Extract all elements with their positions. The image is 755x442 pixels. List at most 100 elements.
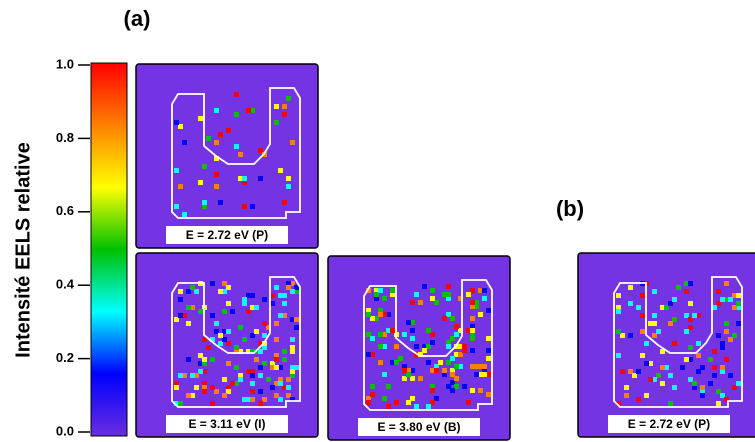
map-pixel — [226, 341, 231, 346]
map-pixel — [474, 372, 479, 377]
map-pixel — [466, 328, 471, 333]
map-pixel — [370, 384, 375, 389]
map-pixel — [282, 357, 287, 362]
map-pixel — [230, 309, 235, 314]
map-pixel — [294, 365, 299, 370]
map-pixel — [290, 397, 295, 402]
map-pixel — [474, 304, 479, 309]
map-pixel — [616, 309, 621, 314]
map-pixel — [652, 333, 657, 338]
map-pixel — [214, 172, 219, 177]
map-pixel — [286, 385, 291, 390]
map-pixel — [430, 384, 435, 389]
map-pixel — [254, 329, 259, 334]
map-pixel — [382, 372, 387, 377]
map-pixel — [186, 289, 191, 294]
map-pixel — [724, 297, 729, 302]
map-pixel — [624, 385, 629, 390]
map-pixel — [202, 357, 207, 362]
map-pixel — [202, 369, 207, 374]
map-pixel — [700, 389, 705, 394]
map-pixel — [688, 325, 693, 330]
map-pixel — [648, 321, 653, 326]
map-pixel — [198, 369, 203, 374]
map-pixel — [246, 369, 251, 374]
map-pixel — [394, 400, 399, 405]
map-pixel — [462, 348, 467, 353]
map-title: E = 2.72 eV (P) — [628, 417, 710, 431]
map-pixel — [716, 289, 721, 294]
map-pixel — [294, 325, 299, 330]
map-pixel — [486, 348, 491, 353]
map-background — [577, 252, 755, 438]
map-pixel — [230, 381, 235, 386]
map-pixel — [644, 393, 649, 398]
map-pixel — [414, 292, 419, 297]
map-pixel — [386, 328, 391, 333]
map-pixel — [672, 341, 677, 346]
map-pixel — [652, 377, 657, 382]
map-pixel — [620, 369, 625, 374]
map-pixel — [418, 300, 423, 305]
map-pixel — [270, 301, 275, 306]
map-pixel — [478, 288, 483, 293]
map-pixel — [616, 353, 621, 358]
map-pixel — [210, 357, 215, 362]
map-pixel — [454, 384, 459, 389]
map-pixel — [174, 385, 179, 390]
map-pixel — [374, 292, 379, 297]
map-pixel — [278, 168, 283, 173]
map-pixel — [664, 365, 669, 370]
map-pixel — [290, 349, 295, 354]
map-pixel — [234, 92, 239, 97]
map-pixel — [258, 176, 263, 181]
map-pixel — [282, 293, 287, 298]
map-pixel — [720, 341, 725, 346]
map-pixel — [210, 401, 215, 406]
map-pixel — [402, 364, 407, 369]
map-pixel — [458, 328, 463, 333]
map-pixel — [234, 349, 239, 354]
map-pixel — [736, 321, 741, 326]
panel-label: (b) — [556, 196, 584, 221]
map-pixel — [458, 344, 463, 349]
map-pixel — [274, 285, 279, 290]
map-pixel — [442, 372, 447, 377]
map-pixel — [234, 345, 239, 350]
map-pixel — [266, 377, 271, 382]
map-pixel — [668, 373, 673, 378]
map-pixel — [278, 381, 283, 386]
map-pixel — [720, 297, 725, 302]
map-pixel — [378, 360, 383, 365]
map-pixel — [178, 289, 183, 294]
map-pixel — [202, 337, 207, 342]
map-pixel — [434, 396, 439, 401]
map-pixel — [458, 352, 463, 357]
map-pixel — [286, 96, 291, 101]
map-pixel — [366, 312, 371, 317]
map-pixel — [430, 340, 435, 345]
map-pixel — [672, 385, 677, 390]
map-pixel — [194, 373, 199, 378]
map-pixel — [390, 360, 395, 365]
map-pixel — [178, 124, 183, 129]
map-pixel — [194, 289, 199, 294]
map-pixel — [636, 305, 641, 310]
map-pixel — [652, 289, 657, 294]
tick-label: 0.2 — [56, 350, 74, 365]
map-pixel — [178, 373, 183, 378]
map-pixel — [422, 284, 427, 289]
map-pixel — [720, 393, 725, 398]
map-pixel — [712, 349, 717, 354]
map-pixel — [222, 337, 227, 342]
map-pixel — [684, 281, 689, 286]
map-pixel — [274, 120, 279, 125]
tick-label: 1.0 — [56, 56, 74, 71]
map-pixel — [202, 385, 207, 390]
map-pixel — [450, 368, 455, 373]
eels-map: E = 3.80 eV (B) — [327, 255, 511, 441]
map-pixel — [668, 321, 673, 326]
map-pixel — [430, 296, 435, 301]
map-pixel — [430, 388, 435, 393]
map-pixel — [672, 297, 677, 302]
